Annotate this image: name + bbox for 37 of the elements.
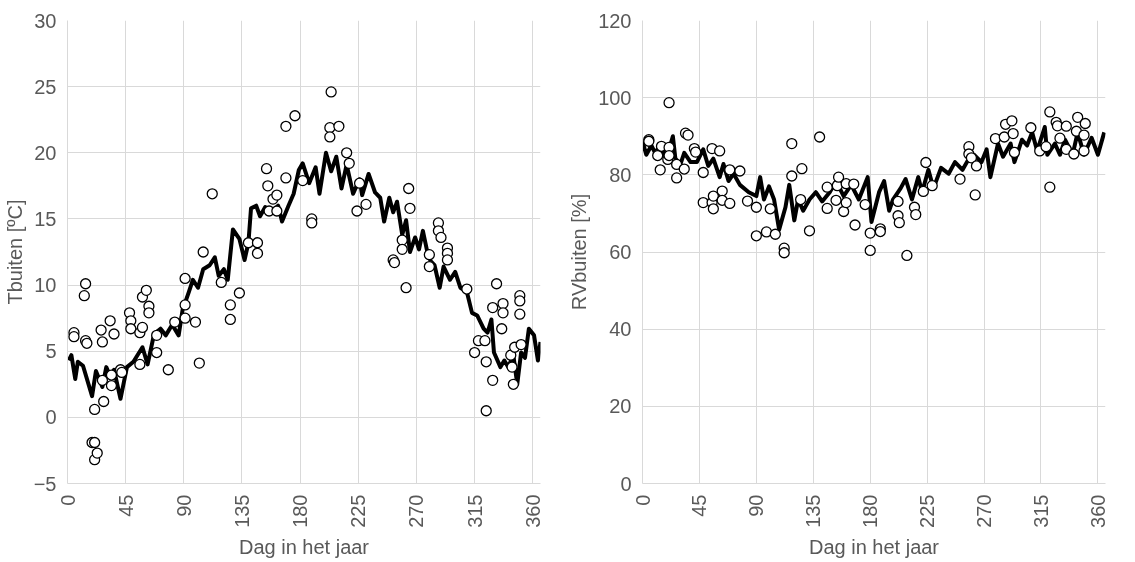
x-tick-label: 360: [1086, 494, 1109, 528]
x-tick-label: 135: [230, 494, 253, 528]
y-tick-label: −5: [33, 472, 57, 495]
y-tick-label: 120: [598, 9, 632, 32]
y-tick-label: 40: [609, 318, 632, 341]
x-tick-label: 225: [347, 494, 370, 528]
x-tick-label: 180: [289, 494, 312, 528]
y-tick-label: 20: [34, 141, 57, 164]
y-tick-label: 0: [45, 406, 57, 429]
x-tick-label: 225: [916, 494, 939, 528]
x-axis-title: Dag in het jaar: [238, 535, 370, 558]
x-tick-label: 360: [521, 494, 544, 528]
y-tick-label: 30: [34, 9, 57, 32]
y-axis-title: RVbuiten [%]: [568, 193, 591, 311]
x-tick-label: 135: [802, 494, 825, 528]
y-tick-label: 80: [609, 163, 632, 186]
y-tick-label: 5: [45, 340, 57, 363]
x-axis-title: Dag in het jaar: [808, 535, 940, 558]
x-tick-label: 45: [114, 494, 137, 517]
line-series: [67, 150, 541, 401]
x-tick-label: 0: [56, 494, 79, 506]
x-tick-label: 90: [172, 494, 195, 517]
x-tick-label: 315: [1029, 494, 1052, 528]
y-tick-label: 20: [609, 395, 632, 418]
x-tick-label: 45: [688, 494, 711, 517]
x-tick-label: 0: [631, 494, 654, 506]
y-axis-title: Tbuiten [ºC]: [3, 199, 26, 305]
y-tick-label: 100: [598, 86, 632, 109]
x-tick-label: 90: [745, 494, 768, 517]
x-tick-label: 315: [463, 494, 486, 528]
y-tick-label: 25: [34, 75, 57, 98]
x-tick-label: 270: [405, 494, 428, 528]
x-tick-label: 270: [973, 494, 996, 528]
y-tick-label: 10: [34, 274, 57, 297]
y-tick-label: 15: [34, 207, 57, 230]
x-tick-label: 180: [859, 494, 882, 528]
y-tick-label: 60: [609, 241, 632, 263]
